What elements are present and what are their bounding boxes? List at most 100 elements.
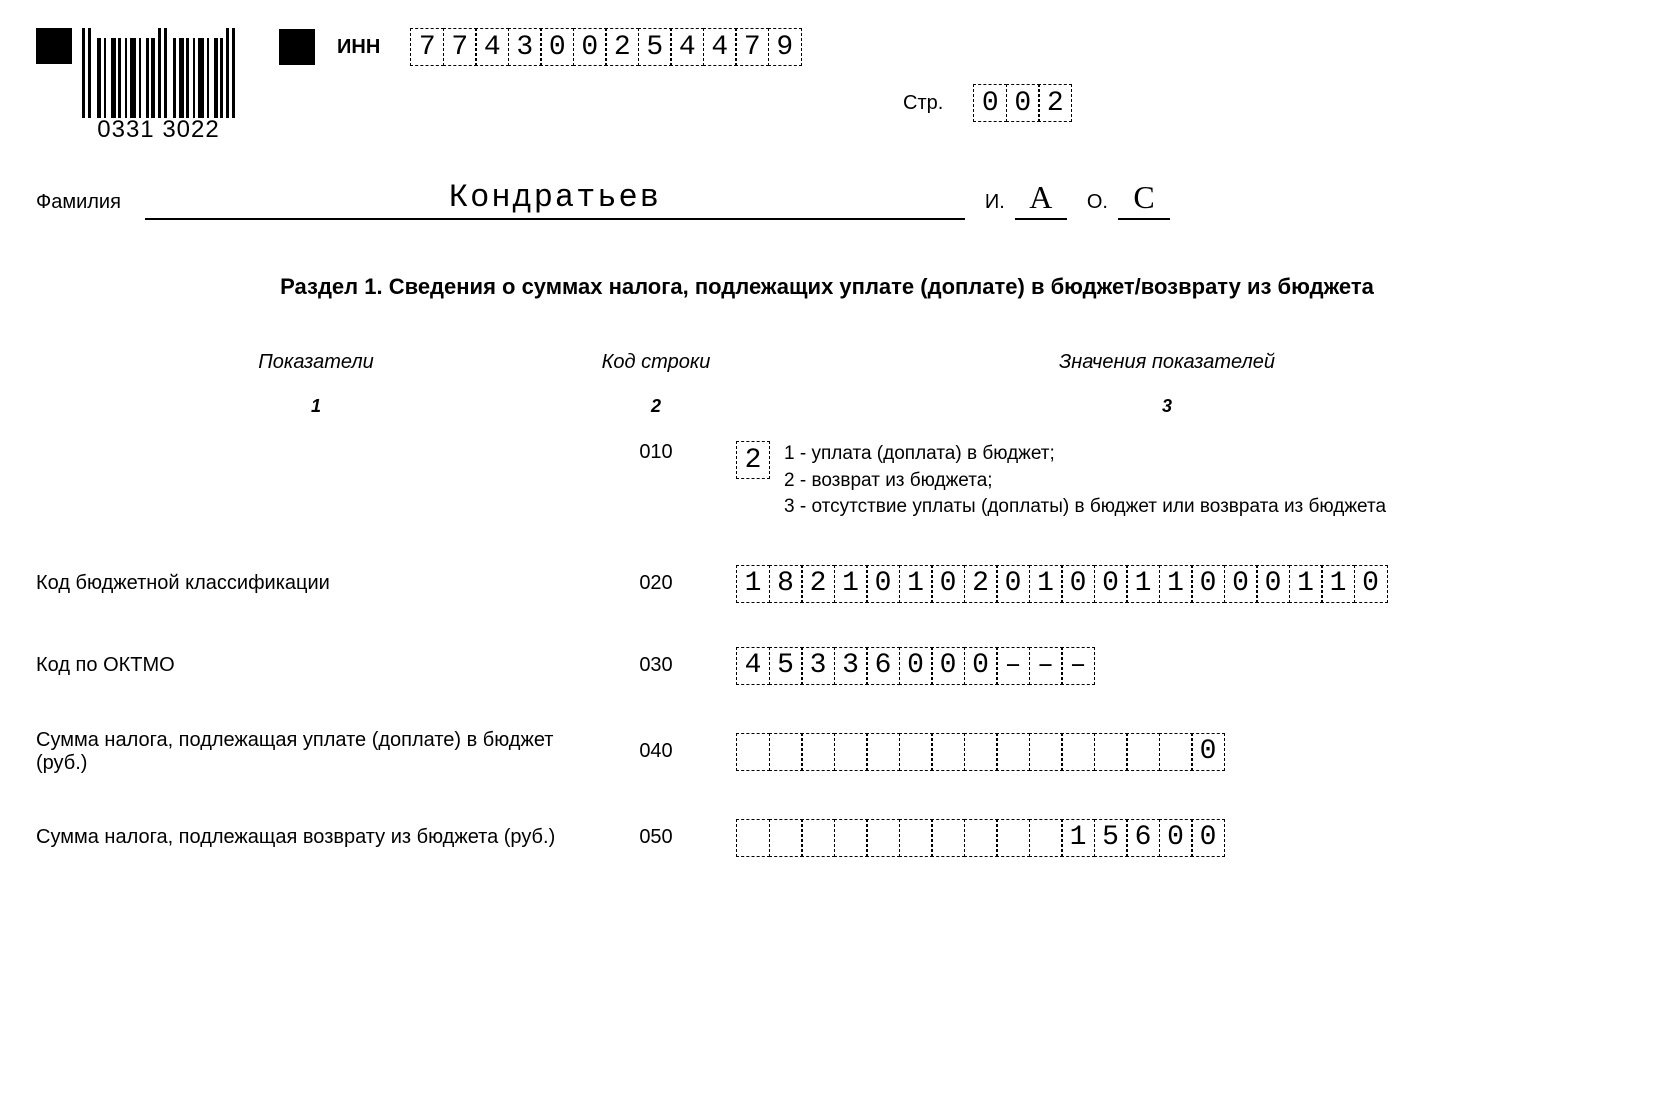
cell: 0 xyxy=(973,84,1007,122)
cell: 2 xyxy=(605,28,639,66)
surname-label: Фамилия xyxy=(36,191,121,220)
cell: 5 xyxy=(1094,819,1128,857)
row-030-cells: 45336000––– xyxy=(736,647,1095,685)
cell xyxy=(931,733,965,771)
cell: – xyxy=(1061,647,1095,685)
section-title: Раздел 1. Сведения о суммах налога, подл… xyxy=(36,274,1618,300)
cell xyxy=(1126,733,1160,771)
cell: 3 xyxy=(508,28,542,66)
cell xyxy=(899,819,933,857)
cell: 1 xyxy=(736,565,770,603)
col-header-2-text: Код строки xyxy=(596,350,716,374)
row-040-value: 0 xyxy=(716,733,1618,771)
cell xyxy=(1029,733,1063,771)
cell: 3 xyxy=(834,647,868,685)
row-050: Сумма налога, подлежащая возврату из бюд… xyxy=(36,819,1618,857)
cell: 0 xyxy=(1006,84,1040,122)
barcode-text: 0331 3022 xyxy=(97,116,219,144)
legend-2: 2 - возврат из бюджета; xyxy=(784,468,1386,495)
cell: 0 xyxy=(1256,565,1290,603)
page-row: Стр. 002 xyxy=(903,84,1618,122)
row-040-code: 040 xyxy=(596,740,716,763)
cell: 7 xyxy=(410,28,444,66)
cell xyxy=(996,733,1030,771)
cell: 0 xyxy=(1354,565,1388,603)
row-020-cells: 18210102010011000110 xyxy=(736,565,1388,603)
cell: 0 xyxy=(1224,565,1258,603)
cell xyxy=(931,819,965,857)
cell: 1 xyxy=(1029,565,1063,603)
cell: 8 xyxy=(769,565,803,603)
row-030-code: 030 xyxy=(596,654,716,677)
row-050-code: 050 xyxy=(596,826,716,849)
cell: 0 xyxy=(931,647,965,685)
name-row: Фамилия Кондратьев И. А О. С xyxy=(36,184,1618,220)
row-040-label: Сумма налога, подлежащая уплате (доплате… xyxy=(36,729,596,775)
inn-label: ИНН xyxy=(337,36,380,59)
cell: 5 xyxy=(638,28,672,66)
row-020-label: Код бюджетной классификации xyxy=(36,572,596,595)
cell: 2 xyxy=(964,565,998,603)
cell: 0 xyxy=(1159,819,1193,857)
row-030: Код по ОКТМО 030 45336000––– xyxy=(36,647,1618,685)
cell xyxy=(736,819,770,857)
row-020-value: 18210102010011000110 xyxy=(716,565,1618,603)
initial-o-label: О. xyxy=(1087,191,1108,214)
barcode-bars xyxy=(82,28,235,118)
surname-value: Кондратьев xyxy=(449,179,661,216)
cell: 0 xyxy=(573,28,607,66)
cell: 1 xyxy=(1321,565,1355,603)
cell: 0 xyxy=(964,647,998,685)
initial-o-value: С xyxy=(1133,179,1154,216)
row-020: Код бюджетной классификации 020 18210102… xyxy=(36,565,1618,603)
col-num-2: 2 xyxy=(596,396,716,417)
table-col-nums: 1 2 3 xyxy=(36,396,1618,417)
cell: 0 xyxy=(1191,733,1225,771)
cell: 1 xyxy=(1159,565,1193,603)
cell xyxy=(769,733,803,771)
initial-i-value: А xyxy=(1029,179,1052,216)
cell xyxy=(834,819,868,857)
row-010-value: 2 1 - уплата (доплата) в бюджет; 2 - воз… xyxy=(716,441,1618,521)
cell xyxy=(801,733,835,771)
initial-i-field: А xyxy=(1015,184,1067,220)
cell xyxy=(1029,819,1063,857)
col-header-2: Код строки xyxy=(596,350,716,374)
inn-zone: ИНН 774300254479 xyxy=(279,28,1618,66)
cell: 2 xyxy=(1038,84,1072,122)
cell: 2 xyxy=(801,565,835,603)
table-header: Показатели Код строки Значения показател… xyxy=(36,350,1618,374)
cell: 0 xyxy=(931,565,965,603)
row-050-cells: 15600 xyxy=(736,819,1225,857)
legend-1: 1 - уплата (доплата) в бюджет; xyxy=(784,441,1386,468)
row-010-cells: 2 xyxy=(736,441,770,479)
cell xyxy=(866,819,900,857)
col-header-3: Значения показателей xyxy=(716,351,1618,374)
cell xyxy=(964,819,998,857)
marker-square-right xyxy=(279,29,315,65)
cell: 2 xyxy=(736,441,770,479)
row-050-value: 15600 xyxy=(716,819,1618,857)
cell: – xyxy=(1029,647,1063,685)
header-top: 0331 3022 ИНН 774300254479 Стр. 002 xyxy=(36,28,1618,144)
cell: 7 xyxy=(443,28,477,66)
cell: 1 xyxy=(834,565,868,603)
barcode-zone: 0331 3022 xyxy=(36,28,235,144)
row-030-value: 45336000––– xyxy=(716,647,1618,685)
cell: 0 xyxy=(1191,565,1225,603)
cell: 5 xyxy=(769,647,803,685)
cell xyxy=(899,733,933,771)
surname-field: Кондратьев xyxy=(145,184,965,220)
cell xyxy=(996,819,1030,857)
cell: 0 xyxy=(866,565,900,603)
cell xyxy=(834,733,868,771)
row-040-cells: 0 xyxy=(736,733,1225,771)
inn-cells: 774300254479 xyxy=(410,28,802,66)
barcode: 0331 3022 xyxy=(82,28,235,144)
initial-i-label: И. xyxy=(985,191,1005,214)
cell: 0 xyxy=(1061,565,1095,603)
cell: 7 xyxy=(735,28,769,66)
cell xyxy=(769,819,803,857)
cell: 4 xyxy=(703,28,737,66)
cell: – xyxy=(996,647,1030,685)
